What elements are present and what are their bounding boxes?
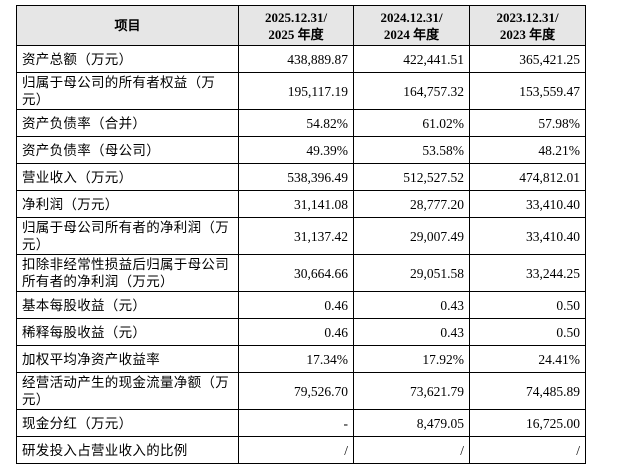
cell-value: 49.39% bbox=[238, 136, 354, 164]
header-text: 2025 年度 bbox=[268, 26, 324, 42]
cell-value: 53.58% bbox=[353, 136, 470, 164]
cell-value: 17.34% bbox=[238, 345, 354, 373]
cell-value: 8,479.05 bbox=[353, 409, 470, 437]
cell-value: 48.21% bbox=[469, 136, 586, 164]
row-label: 基本每股收益（元） bbox=[16, 291, 239, 319]
header-cell: 2023.12.31/2023 年度 bbox=[469, 5, 586, 46]
table-row: 扣除非经常性损益后归属于母公司所有者的净利润（万元） 30,664.66 29,05… bbox=[16, 254, 586, 292]
cell-value: 153,559.47 bbox=[469, 72, 586, 110]
cell-value: 0.46 bbox=[238, 291, 354, 319]
table-row: 资产总额（万元） 438,889.87 422,441.51 365,421.25 bbox=[16, 45, 586, 73]
row-label: 营业收入（万元） bbox=[16, 163, 239, 191]
header-text: 2023 年度 bbox=[499, 26, 556, 42]
cell-value: / bbox=[238, 436, 354, 464]
table-row: 归属于母公司的所有者权益（万元） 195,117.19 164,757.32 153,… bbox=[16, 72, 586, 110]
row-label: 归属于母公司的所有者权益（万元） bbox=[16, 72, 239, 110]
cell-value: - bbox=[238, 409, 354, 437]
header-cell: 项目 bbox=[16, 5, 239, 46]
header-text: 2024 年度 bbox=[383, 26, 440, 42]
cell-value: 29,051.58 bbox=[353, 254, 470, 292]
row-label: 资产负债率（合并） bbox=[16, 109, 239, 137]
cell-value: 0.43 bbox=[353, 291, 470, 319]
cell-value: 195,117.19 bbox=[238, 72, 354, 110]
table-row: 研发投入占营业收入的比例 / / / bbox=[16, 436, 586, 464]
cell-value: 54.82% bbox=[238, 109, 354, 137]
cell-value: 29,007.49 bbox=[353, 217, 470, 255]
cell-value: 0.43 bbox=[353, 318, 470, 346]
row-label: 经营活动产生的现金流量净额（万元） bbox=[16, 372, 239, 410]
row-label: 扣除非经常性损益后归属于母公司所有者的净利润（万元） bbox=[16, 254, 239, 292]
cell-value: 31,137.42 bbox=[238, 217, 354, 255]
row-label: 净利润（万元） bbox=[16, 190, 239, 218]
table-body: 资产总额（万元） 438,889.87 422,441.51 365,421.25 归属… bbox=[16, 45, 586, 464]
cell-value: 17.92% bbox=[353, 345, 470, 373]
cell-value: 164,757.32 bbox=[353, 72, 470, 110]
cell-value: / bbox=[353, 436, 470, 464]
cell-value: 33,410.40 bbox=[469, 190, 586, 218]
row-label: 资产总额（万元） bbox=[16, 45, 239, 73]
cell-value: / bbox=[469, 436, 586, 464]
header-cell: 2024.12.31/2024 年度 bbox=[353, 5, 470, 46]
table-row: 归属于母公司所有者的净利润（万元） 31,137.42 29,007.49 33,41… bbox=[16, 217, 586, 255]
table-row: 基本每股收益（元） 0.46 0.43 0.50 bbox=[16, 291, 586, 319]
cell-value: 0.50 bbox=[469, 318, 586, 346]
table-row: 资产负债率（母公司） 49.39% 53.58% 48.21% bbox=[16, 136, 586, 164]
row-label: 稀释每股收益（元） bbox=[16, 318, 239, 346]
cell-value: 57.98% bbox=[469, 109, 586, 137]
cell-value: 24.41% bbox=[469, 345, 586, 373]
cell-value: 422,441.51 bbox=[353, 45, 470, 73]
header-row: 项目 2025.12.31/2025 年度 2024.12.31/2024 年度 20… bbox=[16, 5, 586, 46]
cell-value: 16,725.00 bbox=[469, 409, 586, 437]
cell-value: 0.46 bbox=[238, 318, 354, 346]
financial-table: 项目 2025.12.31/2025 年度 2024.12.31/2024 年度 20… bbox=[16, 5, 586, 464]
row-label: 资产负债率（母公司） bbox=[16, 136, 239, 164]
header-text: 2025.12.31/ bbox=[264, 9, 328, 25]
table-row: 加权平均净资产收益率 17.34% 17.92% 24.41% bbox=[16, 345, 586, 373]
table-container: 项目 2025.12.31/2025 年度 2024.12.31/2024 年度 20… bbox=[16, 5, 586, 464]
table-row: 稀释每股收益（元） 0.46 0.43 0.50 bbox=[16, 318, 586, 346]
cell-value: 33,244.25 bbox=[469, 254, 586, 292]
cell-value: 474,812.01 bbox=[469, 163, 586, 191]
table-row: 经营活动产生的现金流量净额（万元） 79,526.70 73,621.79 74,48… bbox=[16, 372, 586, 410]
cell-value: 30,664.66 bbox=[238, 254, 354, 292]
cell-value: 538,396.49 bbox=[238, 163, 354, 191]
table-row: 净利润（万元） 31,141.08 28,777.20 33,410.40 bbox=[16, 190, 586, 218]
table-row: 现金分红（万元） -8,479.05 16,725.00 bbox=[16, 409, 586, 437]
row-label: 研发投入占营业收入的比例 bbox=[16, 436, 239, 464]
header-text: 2024.12.31/ bbox=[380, 9, 443, 25]
header-cell: 2025.12.31/2025 年度 bbox=[238, 5, 354, 46]
cell-value: 31,141.08 bbox=[238, 190, 354, 218]
cell-value: 28,777.20 bbox=[353, 190, 470, 218]
header-text: 2023.12.31/ bbox=[496, 9, 559, 25]
cell-value: 33,410.40 bbox=[469, 217, 586, 255]
cell-value: 438,889.87 bbox=[238, 45, 354, 73]
row-label: 归属于母公司所有者的净利润（万元） bbox=[16, 217, 239, 255]
row-label: 加权平均净资产收益率 bbox=[16, 345, 239, 373]
cell-value: 512,527.52 bbox=[353, 163, 470, 191]
header-text: 项目 bbox=[114, 18, 141, 33]
table-row: 资产负债率（合并） 54.82% 61.02% 57.98% bbox=[16, 109, 586, 137]
cell-value: 61.02% bbox=[353, 109, 470, 137]
row-label: 现金分红（万元） bbox=[16, 409, 239, 437]
cell-value: 365,421.25 bbox=[469, 45, 586, 73]
cell-value: 74,485.89 bbox=[469, 372, 586, 410]
cell-value: 73,621.79 bbox=[353, 372, 470, 410]
table-row: 营业收入（万元） 538,396.49 512,527.52 474,812.01 bbox=[16, 163, 586, 191]
cell-value: 0.50 bbox=[469, 291, 586, 319]
cell-value: 79,526.70 bbox=[238, 372, 354, 410]
